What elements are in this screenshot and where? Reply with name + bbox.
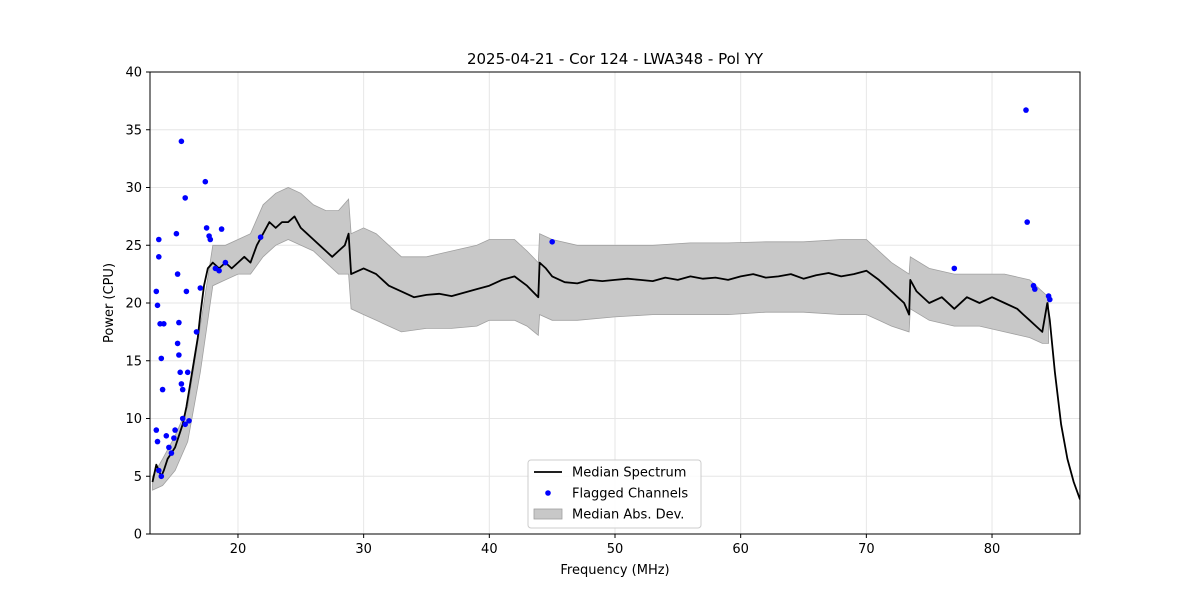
flagged-point bbox=[176, 352, 182, 358]
y-tick-label: 10 bbox=[125, 412, 142, 427]
flagged-point bbox=[166, 444, 172, 451]
flagged-point bbox=[154, 302, 161, 309]
flagged-point bbox=[951, 265, 958, 272]
x-tick-label: 40 bbox=[481, 542, 498, 557]
flagged-point bbox=[168, 450, 175, 456]
y-tick-label: 20 bbox=[125, 297, 142, 312]
flagged-point bbox=[1032, 286, 1038, 292]
y-tick-label: 35 bbox=[125, 123, 142, 138]
x-tick-label: 30 bbox=[355, 542, 372, 557]
mad-band bbox=[152, 187, 1049, 491]
flagged-point bbox=[197, 285, 204, 291]
flagged-point bbox=[207, 236, 214, 243]
flagged-point bbox=[222, 259, 229, 266]
flagged-point bbox=[158, 355, 165, 362]
legend-label: Flagged Channels bbox=[572, 487, 688, 502]
flagged-point bbox=[202, 178, 209, 185]
flagged-point bbox=[172, 427, 178, 433]
flagged-point bbox=[183, 288, 190, 295]
plot-content bbox=[151, 107, 1080, 500]
flagged-point bbox=[171, 435, 177, 441]
flagged-point bbox=[182, 421, 188, 428]
axes: 20 30 40 50 60 70 80 0 5 10 15 20 25 30 35 40 bbox=[125, 66, 1081, 557]
y-tick-label: 15 bbox=[125, 354, 142, 369]
legend: Median Spectrum Flagged Channels Median Ab… bbox=[527, 459, 702, 529]
chart-title: 2025-04-21 - Cor 124 - LWA348 - Pol YY bbox=[467, 50, 764, 68]
y-tick-label: 25 bbox=[125, 239, 142, 254]
flagged-point bbox=[203, 225, 210, 231]
x-axis-label: Frequency (MHz) bbox=[560, 563, 669, 578]
legend-box bbox=[527, 459, 702, 529]
x-tick-label: 20 bbox=[230, 542, 247, 557]
flagged-point bbox=[158, 473, 165, 480]
flagged-point bbox=[173, 230, 180, 237]
flagged-point bbox=[159, 386, 166, 393]
flagged-point bbox=[549, 239, 555, 245]
flagged-point bbox=[161, 321, 167, 327]
flagged-point bbox=[257, 234, 264, 240]
flagged-point bbox=[174, 340, 181, 347]
flagged-point bbox=[186, 418, 192, 424]
flagged-point bbox=[1024, 219, 1030, 225]
flagged-point bbox=[218, 226, 225, 232]
flagged-point bbox=[1047, 296, 1053, 303]
legend-flagged-swatch bbox=[545, 490, 551, 496]
flagged-point bbox=[153, 288, 160, 295]
flagged-point bbox=[216, 267, 222, 274]
flagged-point bbox=[174, 271, 181, 277]
flagged-point bbox=[182, 195, 188, 201]
flagged-point bbox=[179, 386, 186, 393]
x-tick-label: 80 bbox=[984, 542, 1001, 557]
legend-label: Median Spectrum bbox=[572, 466, 686, 481]
mad-band-layer bbox=[152, 187, 1049, 491]
flagged-point bbox=[156, 236, 162, 243]
flagged-point bbox=[154, 438, 161, 445]
flagged-point bbox=[156, 253, 162, 260]
flagged-point bbox=[193, 329, 200, 335]
flagged-point bbox=[184, 369, 191, 376]
x-tick-label: 70 bbox=[858, 542, 875, 557]
flagged-point bbox=[163, 433, 170, 439]
x-tick-label: 60 bbox=[732, 542, 749, 557]
flagged-point bbox=[153, 427, 160, 433]
y-tick-label: 5 bbox=[134, 470, 142, 485]
legend-label: Median Abs. Dev. bbox=[572, 508, 684, 523]
flagged-layer bbox=[153, 107, 1053, 480]
y-axis-label: Power (CPU) bbox=[102, 263, 117, 343]
x-tick-label: 50 bbox=[607, 542, 624, 557]
y-tick-label: 40 bbox=[125, 66, 142, 81]
flagged-point bbox=[179, 415, 186, 422]
legend-band-swatch bbox=[533, 508, 563, 520]
flagged-point bbox=[156, 467, 162, 474]
y-tick-label: 30 bbox=[125, 181, 142, 196]
flagged-point bbox=[177, 369, 183, 376]
flagged-point bbox=[1023, 107, 1029, 113]
flagged-point bbox=[176, 319, 182, 326]
y-tick-label: 0 bbox=[134, 528, 142, 543]
flagged-point bbox=[178, 138, 185, 145]
flagged-point bbox=[178, 381, 185, 387]
